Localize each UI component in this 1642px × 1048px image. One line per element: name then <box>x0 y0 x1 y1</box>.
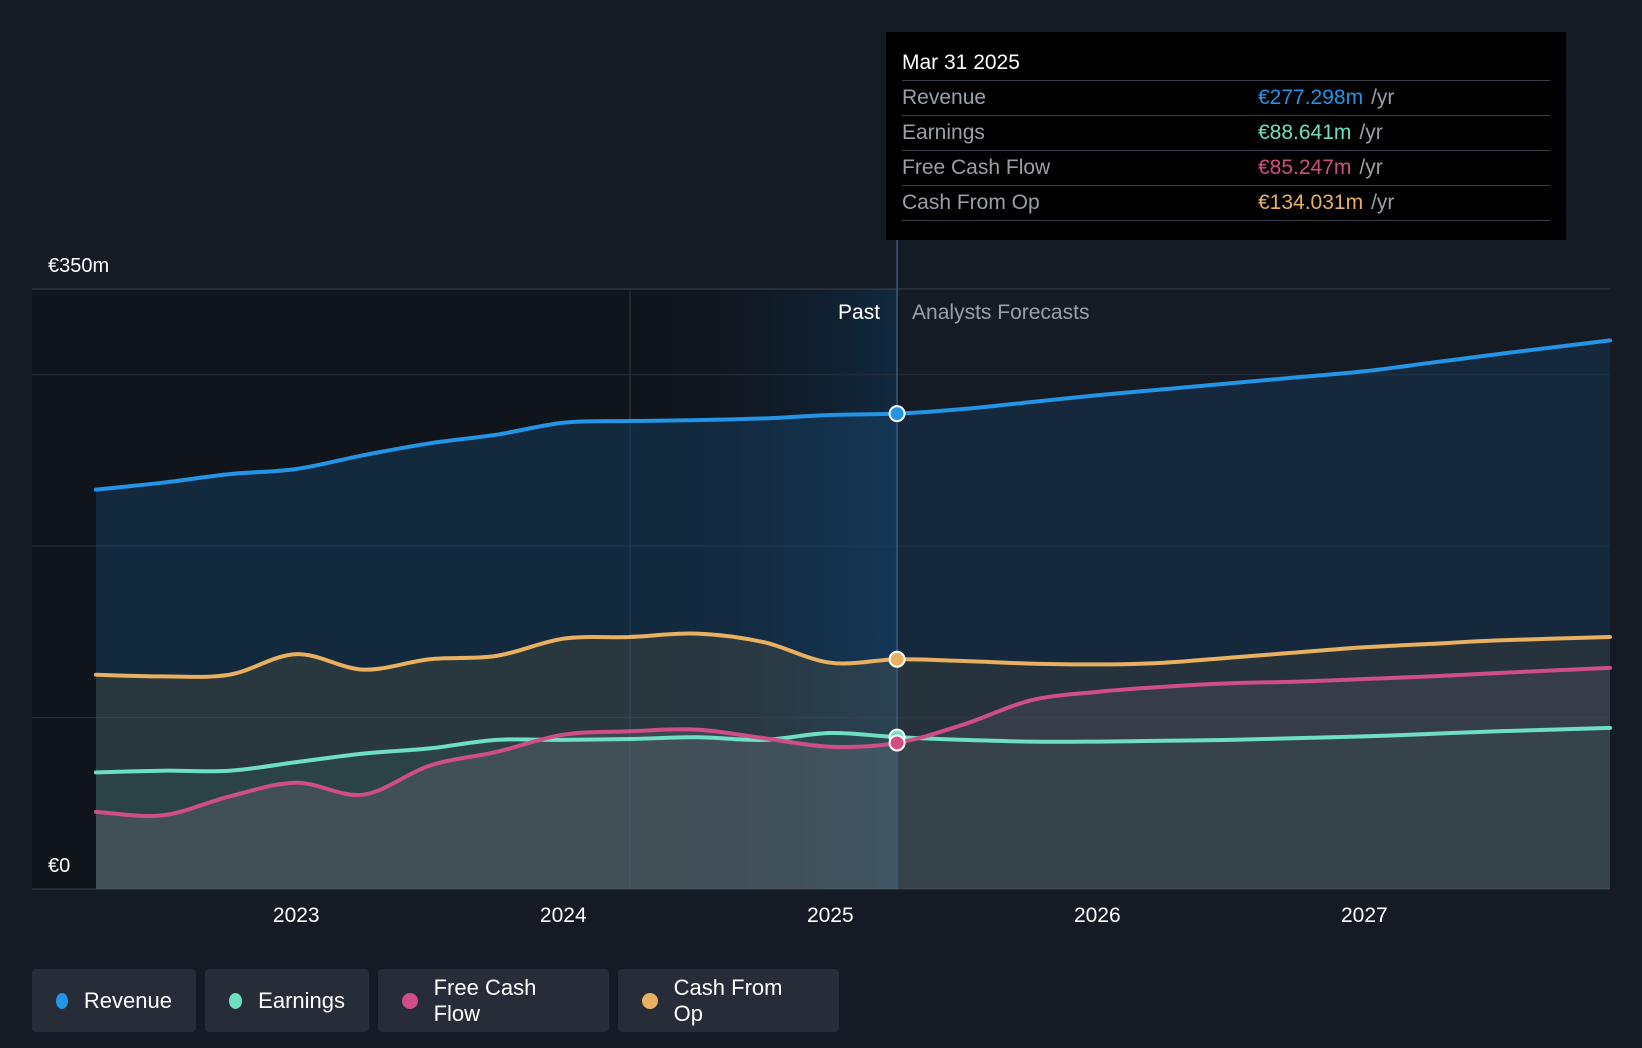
line-cash-from-op <box>94 631 1612 679</box>
tooltip-label: Free Cash Flow <box>902 156 1051 179</box>
tooltip-value: €277.298m <box>1258 86 1364 109</box>
legend-label: Earnings <box>258 987 345 1013</box>
area-free-cash-flow <box>96 667 1610 889</box>
tooltip-unit: /yr <box>1359 121 1383 144</box>
marker-free-cash-flow <box>888 734 906 752</box>
x-tick-label: 2023 <box>273 904 320 927</box>
tooltip-value: €88.641m <box>1258 121 1352 144</box>
area-revenue <box>96 340 1610 889</box>
legend-dot-icon <box>229 992 243 1009</box>
chart-legend: Revenue Earnings Free Cash Flow Cash Fro… <box>32 969 839 1032</box>
legend-dot-icon <box>56 992 68 1009</box>
tooltip-unit: /yr <box>1371 191 1395 214</box>
tooltip-label: Cash From Op <box>902 191 1040 214</box>
y-tick-label-bottom: €0 <box>48 855 70 877</box>
legend-item-earnings[interactable]: Earnings <box>205 969 369 1032</box>
legend-dot-icon <box>642 992 658 1009</box>
tooltip-row-free-cash-flow: Free Cash Flow €85.247m /yr <box>902 151 1550 186</box>
legend-label: Free Cash Flow <box>433 974 537 1026</box>
forecast-overlay <box>897 289 1610 889</box>
tooltip-unit: /yr <box>1371 86 1395 109</box>
area-cash-from-op <box>96 633 1610 889</box>
tooltip-row-earnings: Earnings €88.641m /yr <box>902 116 1550 151</box>
tooltip-unit: /yr <box>1359 156 1383 179</box>
legend-label: Cash From Op <box>673 974 783 1026</box>
legend-item-revenue[interactable]: Revenue <box>32 969 196 1032</box>
legend-label: Revenue <box>83 987 172 1013</box>
marker-revenue <box>888 405 906 423</box>
data-tooltip: Mar 31 2025 Revenue €277.298m /yr Earnin… <box>886 32 1566 240</box>
marker-cash-from-op <box>888 650 906 668</box>
tooltip-value: €85.247m <box>1258 156 1352 179</box>
tooltip-row-cash-from-op: Cash From Op €134.031m /yr <box>902 186 1550 221</box>
tooltip-label: Earnings <box>902 121 985 144</box>
legend-item-cash-from-op[interactable]: Cash From Op <box>618 969 839 1032</box>
tooltip-label: Revenue <box>902 86 987 109</box>
legend-dot-icon <box>402 992 418 1009</box>
tooltip-date: Mar 31 2025 <box>902 46 1550 81</box>
area-earnings <box>96 727 1610 889</box>
x-tick-label: 2026 <box>1074 904 1121 927</box>
x-tick-label: 2027 <box>1341 904 1388 927</box>
past-label: Past <box>838 301 880 324</box>
tooltip-value: €134.031m <box>1258 191 1364 214</box>
line-earnings <box>94 725 1612 775</box>
x-tick-label: 2024 <box>540 904 587 927</box>
legend-item-free-cash-flow[interactable]: Free Cash Flow <box>378 969 609 1032</box>
x-tick-label: 2025 <box>807 904 854 927</box>
forecast-label: Analysts Forecasts <box>912 301 1089 324</box>
y-tick-label-top: €350m <box>48 255 109 277</box>
line-revenue <box>94 338 1612 492</box>
line-free-cash-flow <box>94 665 1612 818</box>
past-region-highlight <box>630 289 898 889</box>
tooltip-row-revenue: Revenue €277.298m /yr <box>902 81 1550 116</box>
